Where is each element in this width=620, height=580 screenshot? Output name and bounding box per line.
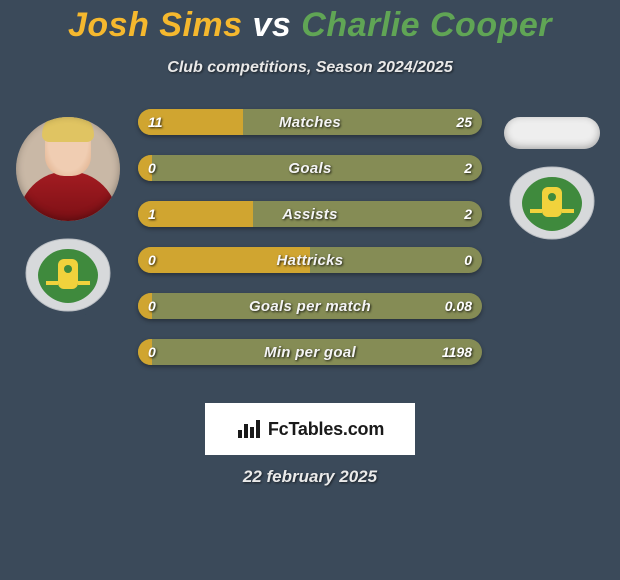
crest-bottom-text: HIEVE BY UN <box>530 242 574 243</box>
stat-right-value: 25 <box>456 109 472 135</box>
page-title: Josh Sims vs Charlie Cooper <box>0 6 620 45</box>
stat-bars: 11 Matches 25 0 Goals 2 1 Assists 2 0 Ha… <box>138 109 482 365</box>
vs-text: vs <box>253 6 292 44</box>
stat-row-min-per-goal: 0 Min per goal 1198 <box>138 339 482 365</box>
player1-avatar <box>16 117 120 221</box>
header: Josh Sims vs Charlie Cooper Club competi… <box>0 0 620 77</box>
svg-text:HIEVE BY UN: HIEVE BY UN <box>46 314 90 315</box>
crest-bottom-text: HIEVE BY UN <box>46 314 90 315</box>
stat-row-goals-per-match: 0 Goals per match 0.08 <box>138 293 482 319</box>
bars-icon <box>236 416 262 442</box>
svg-text:HIEVE BY UN: HIEVE BY UN <box>530 242 574 243</box>
stat-right-value: 0 <box>464 247 472 273</box>
stat-right-value: 1198 <box>442 339 472 365</box>
stat-label: Goals per match <box>138 293 482 319</box>
stat-label: Assists <box>138 201 482 227</box>
stat-right-value: 0.08 <box>445 293 472 319</box>
stat-row-hattricks: 0 Hattricks 0 <box>138 247 482 273</box>
player2-club-crest: OVIL TOW HIEVE BY UN <box>502 163 602 243</box>
stat-right-value: 2 <box>464 201 472 227</box>
stat-right-value: 2 <box>464 155 472 181</box>
stat-label: Goals <box>138 155 482 181</box>
player2-name: Charlie Cooper <box>301 6 552 44</box>
player1-name: Josh Sims <box>68 6 243 44</box>
comparison-content: OVIL TOW HIEVE BY UN <box>0 109 620 389</box>
player1-club-crest: OVIL TOW HIEVE BY UN <box>18 235 118 315</box>
watermark: FcTables.com <box>205 403 415 455</box>
stat-row-goals: 0 Goals 2 <box>138 155 482 181</box>
left-column: OVIL TOW HIEVE BY UN <box>8 117 128 315</box>
stat-label: Matches <box>138 109 482 135</box>
subtitle: Club competitions, Season 2024/2025 <box>0 59 620 77</box>
stat-row-assists: 1 Assists 2 <box>138 201 482 227</box>
stat-label: Hattricks <box>138 247 482 273</box>
date-text: 22 february 2025 <box>0 467 620 487</box>
player2-avatar-placeholder <box>504 117 600 149</box>
stat-label: Min per goal <box>138 339 482 365</box>
stat-row-matches: 11 Matches 25 <box>138 109 482 135</box>
watermark-text: FcTables.com <box>268 419 384 440</box>
right-column: OVIL TOW HIEVE BY UN <box>492 117 612 243</box>
